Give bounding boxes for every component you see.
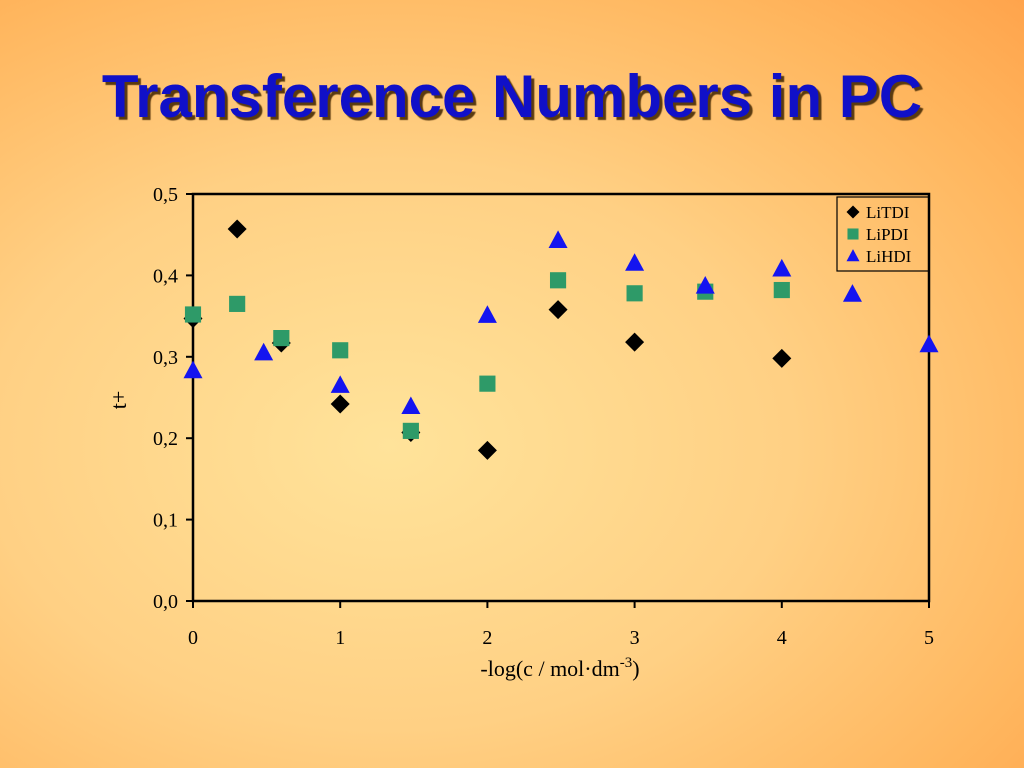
data-point-litdi: [477, 440, 497, 460]
data-point-litdi: [625, 332, 645, 352]
legend-label-lihdi: LiHDI: [866, 247, 912, 266]
x-tick-label: 3: [630, 627, 640, 649]
data-point-lipdi: [229, 295, 246, 312]
y-axis-title: t+: [106, 391, 131, 410]
x-axis-title: -log(c / mol·dm-3): [480, 655, 639, 681]
series-lihdi: [183, 230, 939, 415]
data-point-lihdi: [772, 258, 792, 277]
x-tick-label: 5: [924, 627, 934, 649]
legend: LiTDI LiPDI LiHDI: [836, 196, 930, 272]
x-tick-label: 1: [335, 627, 345, 649]
slide-title: Transference Numbers in PC: [101, 63, 923, 130]
data-point-lihdi: [548, 230, 568, 248]
x-axis-title-main: -log(c / mol·dm: [480, 656, 619, 681]
x-axis-title-tail: ): [632, 656, 639, 681]
data-point-lipdi: [626, 285, 643, 302]
data-point-litdi: [772, 348, 792, 368]
x-tick-label: 0: [188, 627, 198, 649]
data-point-lihdi: [695, 276, 715, 294]
data-point-lihdi: [330, 375, 350, 393]
data-point-litdi: [548, 300, 568, 320]
data-point-lipdi: [332, 342, 349, 359]
y-tick-label: 0,1: [153, 510, 178, 532]
data-point-lipdi: [773, 281, 790, 299]
data-point-lihdi: [401, 396, 421, 415]
data-point-lihdi: [254, 342, 274, 361]
data-point-lihdi: [183, 360, 203, 379]
data-point-litdi: [330, 394, 350, 414]
legend-label-lipdi: LiPDI: [866, 225, 909, 244]
x-tick-label: 2: [482, 627, 492, 649]
legend-label-litdi: LiTDI: [866, 203, 910, 222]
data-point-litdi: [227, 219, 247, 239]
data-point-lipdi: [184, 306, 202, 323]
data-point-lihdi: [919, 334, 939, 353]
data-point-lihdi: [477, 305, 497, 323]
y-tick-label: 0,5: [153, 184, 178, 206]
data-point-lihdi: [842, 284, 862, 302]
y-tick-label: 0,0: [153, 591, 178, 613]
data-point-lipdi: [549, 272, 567, 289]
data-point-lipdi: [402, 422, 419, 439]
y-tick-label: 0,2: [153, 428, 178, 450]
x-tick-label: 4: [777, 627, 787, 649]
data-point-lipdi: [273, 330, 290, 347]
y-tick-label: 0,3: [153, 347, 178, 369]
data-point-lihdi: [625, 253, 645, 271]
x-axis-title-superscript: -3: [620, 655, 633, 671]
legend-marker-lipdi: [847, 228, 859, 240]
legend-marker-lihdi: [846, 249, 860, 262]
legend-marker-litdi: [846, 205, 860, 219]
series-lipdi: [184, 272, 790, 439]
y-tick-label: 0,4: [153, 265, 178, 287]
legend-box: [836, 196, 930, 272]
plot-area: [191, 192, 931, 603]
data-point-lipdi: [479, 375, 496, 392]
